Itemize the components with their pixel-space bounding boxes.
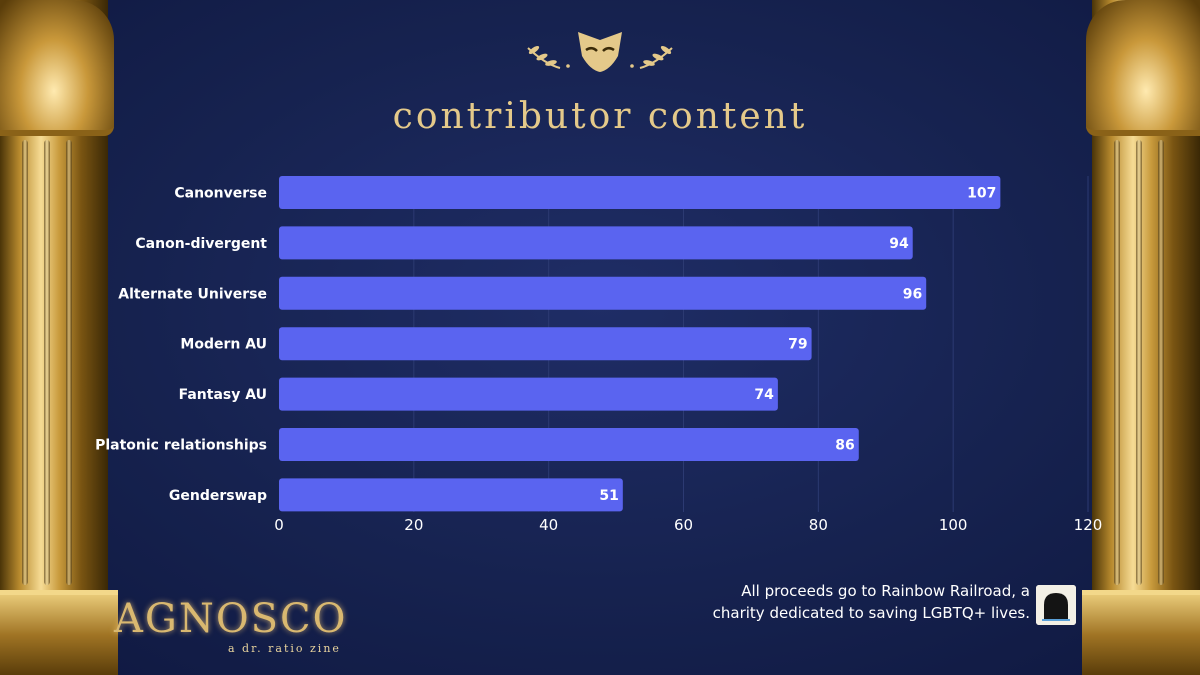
laurel-mask-emblem	[527, 32, 673, 72]
data-label-2: 96	[903, 286, 922, 302]
category-label-5: Platonic relationships	[95, 438, 267, 454]
left-column-decoration	[0, 0, 118, 675]
x-tick-label-0: 0	[274, 516, 284, 534]
category-label-6: Genderswap	[169, 488, 267, 504]
charity-note: All proceeds go to Rainbow Railroad, a c…	[660, 580, 1030, 624]
bar-1	[279, 226, 913, 260]
x-tick-label-6: 120	[1074, 516, 1103, 534]
x-tick-label-2: 40	[539, 516, 558, 534]
x-tick-label-5: 100	[939, 516, 968, 534]
data-label-4: 74	[754, 387, 774, 403]
category-label-0: Canonverse	[174, 186, 267, 202]
data-label-0: 107	[967, 186, 996, 202]
agnosco-logo: AGNOSCO a dr. ratio zine	[108, 570, 368, 665]
logo-wordmark: AGNOSCO	[114, 596, 348, 642]
category-label-2: Alternate Universe	[118, 286, 267, 302]
right-column-decoration	[1082, 0, 1200, 675]
data-label-3: 79	[788, 337, 807, 353]
bar-5	[279, 428, 859, 461]
chart-title: contributor content	[392, 96, 808, 137]
bar-3	[279, 327, 812, 361]
bar-2	[279, 276, 927, 310]
charity-note-line2: charity dedicated to saving LGBTQ+ lives…	[712, 604, 1030, 622]
rainbow-railroad-icon	[1036, 585, 1076, 625]
data-label-5: 86	[835, 438, 854, 454]
charity-note-line1: All proceeds go to Rainbow Railroad, a	[741, 582, 1030, 600]
bar-6	[279, 478, 623, 512]
category-label-3: Modern AU	[180, 337, 267, 353]
x-tick-label-1: 20	[404, 516, 423, 534]
bar-4	[279, 377, 778, 411]
data-label-6: 51	[599, 488, 618, 504]
category-label-4: Fantasy AU	[179, 387, 267, 403]
logo-subtitle: a dr. ratio zine	[228, 642, 341, 655]
data-label-1: 94	[889, 236, 909, 252]
x-tick-label-3: 60	[674, 516, 693, 534]
x-tick-label-4: 80	[809, 516, 828, 534]
bar-0	[279, 176, 1001, 209]
category-label-1: Canon-divergent	[135, 236, 267, 252]
